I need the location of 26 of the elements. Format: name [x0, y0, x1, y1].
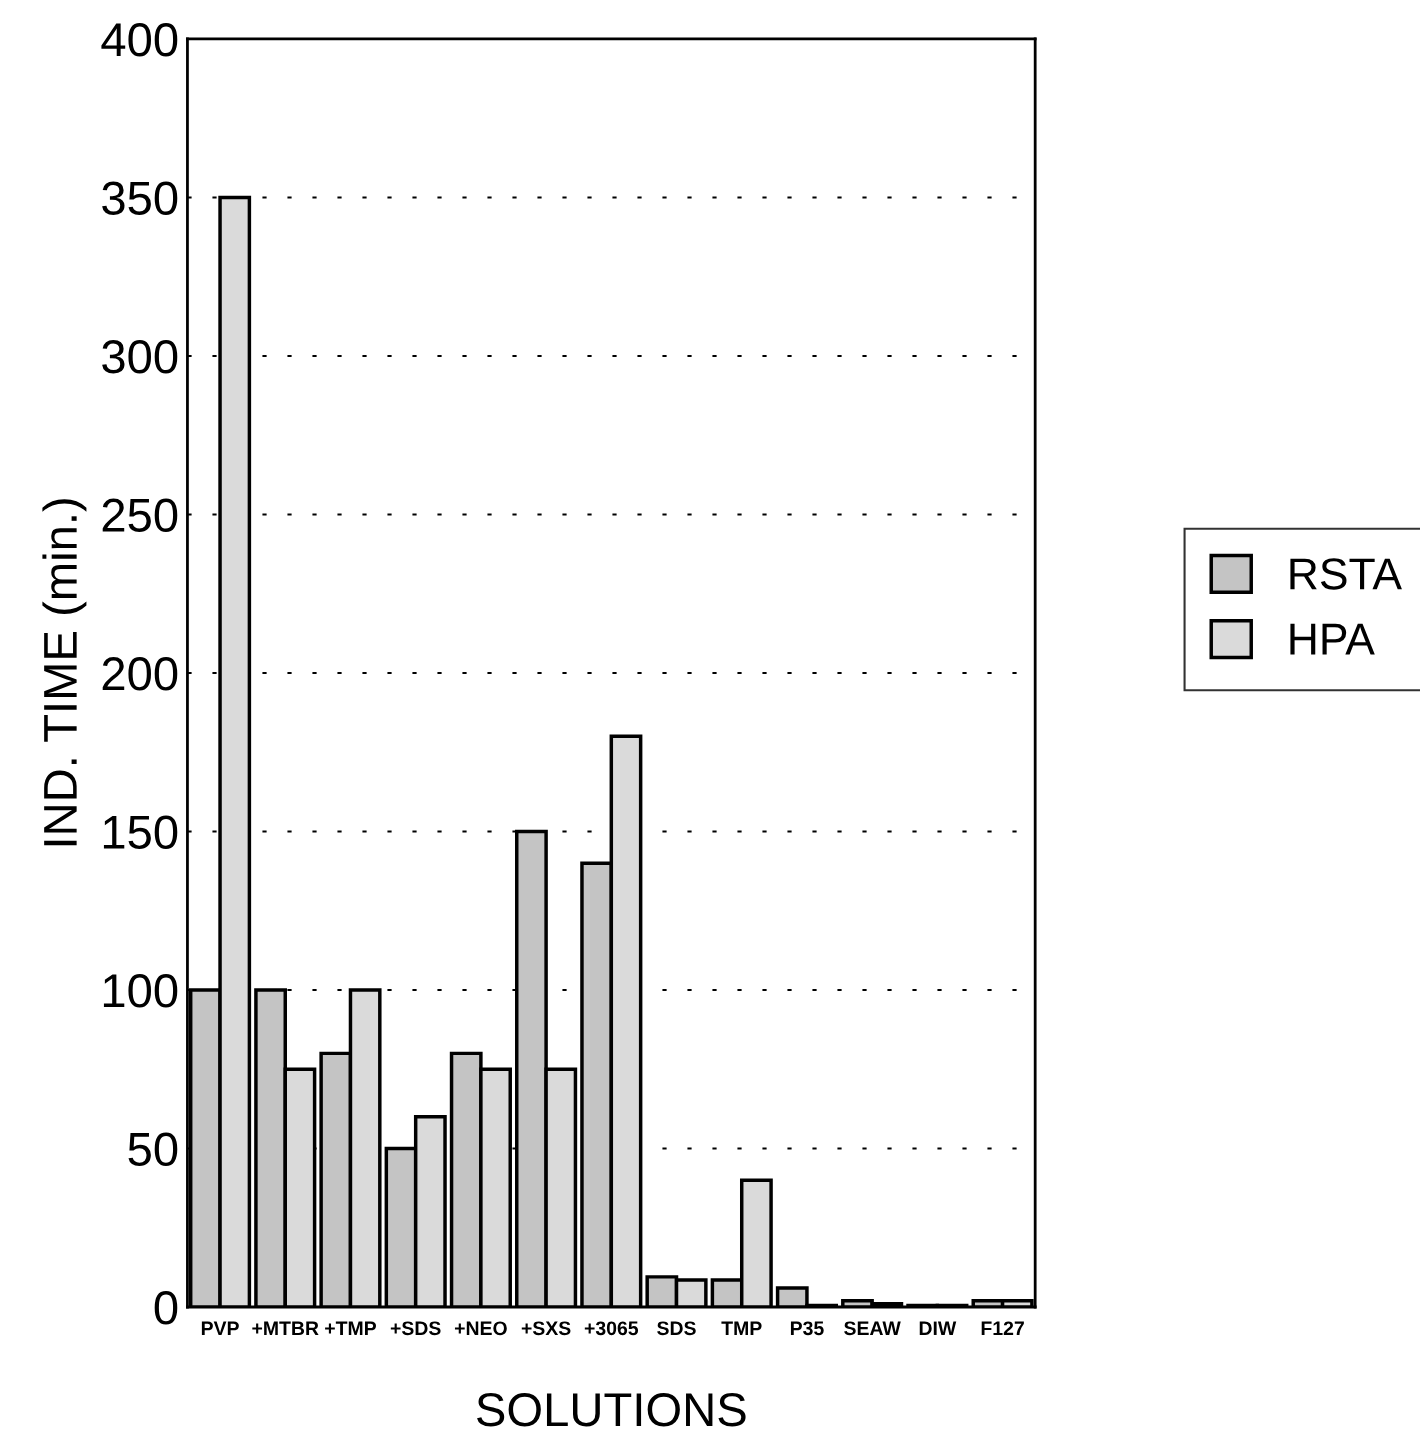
x-axis-title: SOLUTIONS — [477, 1393, 746, 1427]
y-tick-label: 50 — [128, 1132, 178, 1167]
y-tick-label: 250 — [102, 498, 178, 533]
y-tick-label: 300 — [102, 340, 178, 374]
x-tick-label: DIW — [919, 1321, 957, 1335]
y-tick-label: 100 — [103, 974, 178, 1008]
y-tick-label: 200 — [102, 657, 178, 691]
x-tick-label: +NEO — [454, 1321, 507, 1336]
x-tick-label: PVP — [201, 1321, 239, 1335]
x-tick-label: +3065 — [584, 1321, 639, 1336]
y-axis-title: IND. TIME (min.) — [42, 499, 87, 846]
x-tick-label: SEAW — [844, 1321, 901, 1336]
y-tick-label: 400 — [101, 23, 178, 57]
legend-label: HPA — [1290, 623, 1375, 655]
x-tick-label: +SXS — [521, 1321, 571, 1336]
y-tick-label: 150 — [103, 815, 178, 850]
y-tick-label: 350 — [102, 181, 178, 215]
x-tick-label: TMP — [721, 1321, 762, 1335]
x-tick-label: +MTBR — [252, 1321, 319, 1335]
x-tick-label: P35 — [790, 1321, 824, 1336]
legend-label: RSTA — [1290, 558, 1402, 590]
x-tick-label: +SDS — [390, 1321, 441, 1336]
x-tick-label: F127 — [981, 1321, 1024, 1335]
x-tick-label: SDS — [657, 1321, 696, 1336]
y-tick-label: 0 — [154, 1291, 178, 1325]
x-tick-label: +TMP — [325, 1321, 376, 1335]
